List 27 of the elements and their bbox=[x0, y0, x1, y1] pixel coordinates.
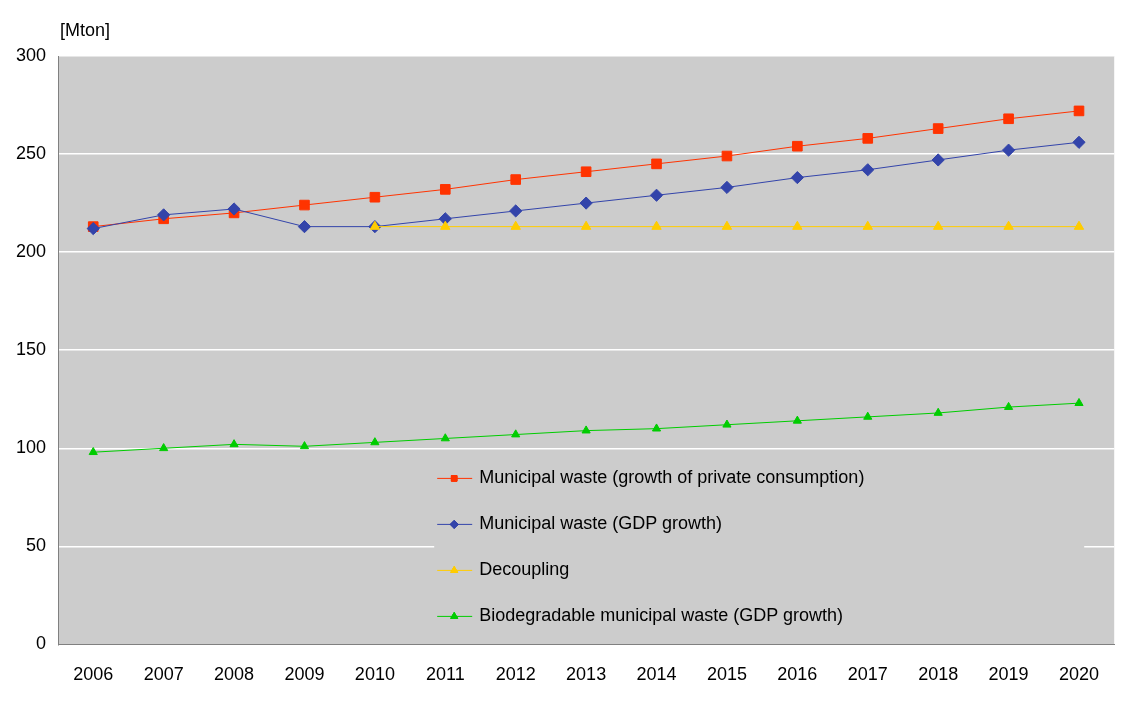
x-tick-label: 2008 bbox=[214, 664, 255, 685]
x-tick-label: 2020 bbox=[1058, 664, 1100, 685]
x-tick-label: 2016 bbox=[777, 664, 818, 685]
x-tick-label: 2010 bbox=[354, 664, 395, 685]
x-tick-label: 2006 bbox=[73, 664, 114, 685]
legend-label: Decoupling bbox=[479, 559, 570, 580]
x-tick-label: 2018 bbox=[918, 664, 959, 685]
x-tick-label: 2019 bbox=[988, 664, 1029, 685]
x-tick-label: 2007 bbox=[143, 664, 184, 685]
x-tick-label: 2014 bbox=[636, 664, 677, 685]
x-tick-label: 2015 bbox=[706, 664, 747, 685]
y-axis-title: [Mton] bbox=[60, 19, 111, 40]
y-tick-label: 0 bbox=[36, 633, 47, 654]
x-tick-label: 2009 bbox=[284, 664, 325, 685]
legend-label: Municipal waste (GDP growth) bbox=[479, 513, 722, 534]
y-tick-label: 300 bbox=[15, 44, 47, 65]
legend-label: Municipal waste (growth of private consumption) bbox=[479, 467, 865, 488]
x-tick-label: 2012 bbox=[495, 664, 536, 685]
y-tick-label: 200 bbox=[15, 241, 47, 262]
y-tick-label: 50 bbox=[26, 535, 47, 556]
x-tick-label: 2013 bbox=[566, 664, 607, 685]
x-tick-label: 2011 bbox=[425, 664, 465, 685]
legend-label: Biodegradable municipal waste (GDP growth) bbox=[479, 605, 844, 626]
y-tick-label: 100 bbox=[15, 437, 47, 458]
y-tick-label: 250 bbox=[15, 143, 47, 164]
x-tick-label: 2017 bbox=[847, 664, 888, 685]
y-tick-label: 150 bbox=[15, 339, 47, 360]
